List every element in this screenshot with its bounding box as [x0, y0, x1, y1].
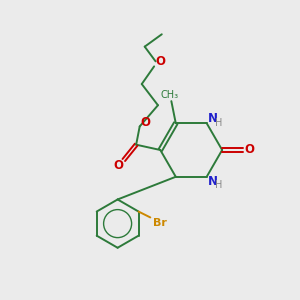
Text: N: N — [208, 112, 218, 125]
Text: O: O — [155, 56, 165, 68]
Text: O: O — [141, 116, 151, 129]
Text: O: O — [245, 143, 255, 157]
Text: CH₃: CH₃ — [161, 90, 179, 100]
Text: N: N — [208, 175, 218, 188]
Text: H: H — [215, 180, 223, 190]
Text: O: O — [113, 159, 123, 172]
Text: H: H — [215, 118, 223, 128]
Text: Br: Br — [153, 218, 167, 228]
